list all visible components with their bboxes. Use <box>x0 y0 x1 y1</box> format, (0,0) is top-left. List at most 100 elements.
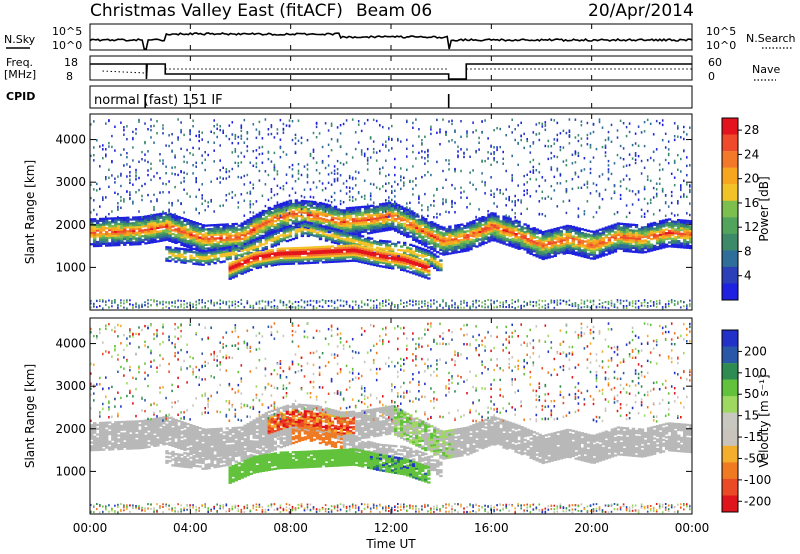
near-range-echo <box>502 303 504 306</box>
echo-cell <box>267 206 271 210</box>
scatter-echo <box>156 132 158 135</box>
echo-cell <box>379 243 383 246</box>
scatter-echo <box>171 149 173 152</box>
echo-cell <box>255 257 259 260</box>
scatter-echo <box>102 198 104 201</box>
echo-cell <box>391 257 395 260</box>
echo-cell <box>168 232 172 235</box>
scatter-echo <box>276 214 279 217</box>
echo-cell <box>475 233 479 237</box>
echo-cell <box>421 222 425 225</box>
echo-cell <box>562 225 566 228</box>
scatter-echo <box>246 137 249 141</box>
echo-cell <box>183 219 187 223</box>
echo-cell <box>409 251 413 254</box>
scatter-echo <box>240 129 243 133</box>
echo-cell <box>421 231 425 235</box>
near-range-echo <box>586 305 589 308</box>
near-range-echo <box>460 300 462 303</box>
echo-cell <box>324 224 329 227</box>
scatter-echo <box>430 125 432 128</box>
echo-cell <box>246 218 250 222</box>
near-range-echo <box>315 306 318 309</box>
scatter-echo <box>129 197 131 200</box>
echo-cell <box>345 207 350 210</box>
echo-cell <box>198 253 202 256</box>
echo-cell <box>273 220 277 223</box>
echo-cell <box>141 221 145 224</box>
echo-cell <box>511 230 515 233</box>
echo-cell <box>324 218 329 222</box>
echo-cell <box>333 228 338 231</box>
echo-cell <box>505 228 509 231</box>
scatter-echo <box>231 121 234 124</box>
echo-cell <box>375 209 380 212</box>
echo-cell <box>249 257 253 260</box>
echo-cell <box>321 206 326 209</box>
echo-cell <box>595 229 600 232</box>
echo-cell <box>156 222 160 226</box>
echo-cell <box>445 245 449 248</box>
echo-cell <box>385 211 389 214</box>
scatter-echo <box>300 208 303 211</box>
echo-cell <box>556 244 560 247</box>
echo-cell <box>318 224 323 227</box>
echo-cell <box>186 250 190 253</box>
echo-cell <box>222 244 226 247</box>
echo-cell <box>273 240 277 243</box>
echo-cell <box>252 257 256 261</box>
echo-cell <box>168 239 172 242</box>
echo-cell <box>568 246 572 249</box>
echo-cell <box>327 223 332 226</box>
echo-cell <box>282 213 286 216</box>
echo-cell <box>339 237 344 240</box>
scatter-echo <box>222 129 224 132</box>
echo-cell <box>117 238 121 241</box>
echo-cell <box>427 259 431 262</box>
echo-cell <box>285 236 290 239</box>
echo-cell <box>369 237 374 240</box>
echo-cell <box>562 239 566 242</box>
scatter-echo <box>529 145 532 148</box>
echo-cell <box>324 259 329 262</box>
echo-cell <box>318 257 323 260</box>
echo-cell <box>550 247 554 251</box>
echo-cell <box>303 205 308 209</box>
scatter-echo <box>403 210 405 213</box>
echo-cell <box>312 228 317 231</box>
scatter-echo <box>427 150 429 153</box>
near-range-echo <box>424 305 426 307</box>
echo-cell <box>243 239 247 243</box>
near-range-echo <box>568 304 571 306</box>
echo-cell <box>198 251 202 255</box>
echo-cell <box>168 248 172 251</box>
echo-cell <box>195 237 199 240</box>
scatter-echo <box>472 131 474 134</box>
near-range-echo <box>354 303 357 306</box>
echo-cell <box>535 249 539 252</box>
echo-cell <box>273 227 277 231</box>
echo-cell <box>466 245 470 248</box>
scatter-echo <box>589 132 592 135</box>
echo-cell <box>469 226 473 230</box>
echo-cell <box>400 264 404 268</box>
scatter-echo <box>496 205 498 208</box>
echo-cell <box>580 239 584 242</box>
echo-cell <box>258 225 262 228</box>
echo-cell <box>321 221 326 225</box>
scatter-echo <box>351 196 354 199</box>
echo-cell <box>348 239 353 243</box>
scatter-echo <box>472 169 474 172</box>
echo-cell <box>589 251 594 254</box>
scatter-echo <box>276 132 279 135</box>
echo-cell <box>333 226 338 230</box>
echo-cell <box>430 221 434 224</box>
echo-cell <box>577 229 581 232</box>
echo-cell <box>234 265 238 268</box>
echo-cell <box>141 215 145 219</box>
echo-cell <box>216 223 220 227</box>
scatter-echo <box>336 172 339 175</box>
echo-cell <box>129 233 133 237</box>
echo-cell <box>243 236 247 239</box>
echo-cell <box>114 219 118 222</box>
